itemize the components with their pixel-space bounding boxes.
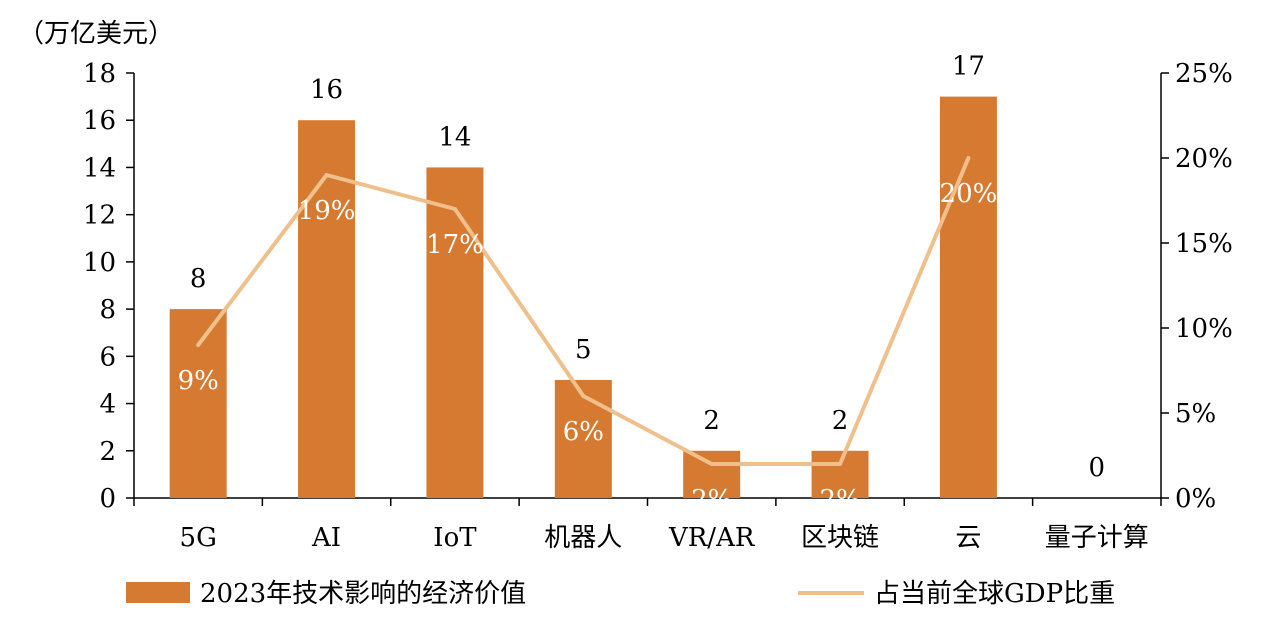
- bar-value-label: 16: [310, 75, 343, 105]
- data-labels: 8 16 14 5 2 2 17 0 9% 19% 17% 6% 2% 2% 20%: [178, 52, 1106, 515]
- line-value-label: 2%: [819, 485, 860, 515]
- y-left-tick-label: 4: [99, 390, 116, 420]
- bar: [554, 379, 612, 498]
- y-left-tick-label: 6: [99, 342, 116, 372]
- x-tick-label: 5G: [180, 523, 217, 553]
- line-value-label: 6%: [563, 417, 604, 447]
- y-left-tick-label: 18: [83, 59, 116, 89]
- y-right-tick-label: 0%: [1175, 484, 1216, 514]
- x-tick-label: 机器人: [544, 523, 622, 553]
- y-left-unit-label: （万亿美元）: [18, 19, 174, 49]
- y-right-tick-label: 5%: [1175, 399, 1216, 429]
- line-value-label: 2%: [691, 485, 732, 515]
- x-tick-label: 区块链: [801, 523, 879, 553]
- bar: [426, 167, 484, 498]
- bar-value-label: 5: [575, 335, 592, 365]
- x-tick-label: 云: [955, 523, 981, 553]
- bar-value-label: 0: [1089, 453, 1106, 483]
- y-right-tick-label: 15%: [1175, 229, 1233, 259]
- line-value-label: 17%: [426, 230, 484, 260]
- y-left-tick-label: 0: [99, 484, 116, 514]
- line-value-label: 20%: [940, 179, 998, 209]
- bar-value-label: 17: [952, 52, 985, 82]
- axes: 0 2 4 6 8 10 12 14 16 18 0% 5% 10% 15% 20% 25% 5G AI IoT 机器…: [83, 59, 1233, 553]
- y-left-tick-label: 8: [99, 295, 116, 325]
- y-right-tick-label: 20%: [1175, 144, 1233, 174]
- x-tick-label: IoT: [433, 523, 477, 553]
- line-point: [709, 462, 714, 466]
- y-left-tick-label: 2: [99, 437, 116, 467]
- line-point: [581, 394, 586, 398]
- line-point: [324, 173, 329, 177]
- bar-value-label: 8: [190, 264, 207, 294]
- x-tick-label: AI: [311, 523, 341, 553]
- y-left-tick-label: 16: [83, 106, 116, 136]
- legend: 2023年技术影响的经济价值 占当前全球GDP比重: [126, 579, 1115, 609]
- x-tick-label: 量子计算: [1045, 523, 1149, 553]
- bar-value-label: 14: [438, 122, 471, 152]
- y-right-tick-label: 10%: [1175, 314, 1233, 344]
- line-point: [452, 207, 457, 211]
- line-series: [196, 156, 971, 466]
- bar: [169, 309, 227, 498]
- legend-label-line: 占当前全球GDP比重: [874, 579, 1115, 609]
- y-left-tick-label: 14: [83, 153, 116, 183]
- line-point: [838, 462, 843, 466]
- line-value-label: 9%: [178, 366, 219, 396]
- line-point: [196, 343, 201, 347]
- bar-value-label: 2: [832, 406, 849, 436]
- legend-swatch-bar: [126, 582, 190, 603]
- bar: [298, 120, 356, 498]
- y-right-tick-label: 25%: [1175, 59, 1233, 89]
- bar: [939, 96, 997, 498]
- bar-value-label: 2: [703, 406, 720, 436]
- bar-series: [169, 96, 997, 498]
- bar: [683, 450, 741, 498]
- bar: [811, 450, 869, 498]
- line-value-label: 19%: [298, 196, 356, 226]
- y-left-tick-label: 12: [83, 201, 116, 231]
- legend-label-bar: 2023年技术影响的经济价值: [200, 579, 526, 609]
- y-left-tick-label: 10: [83, 248, 116, 278]
- x-tick-label: VR/AR: [668, 523, 756, 553]
- line-point: [966, 156, 971, 160]
